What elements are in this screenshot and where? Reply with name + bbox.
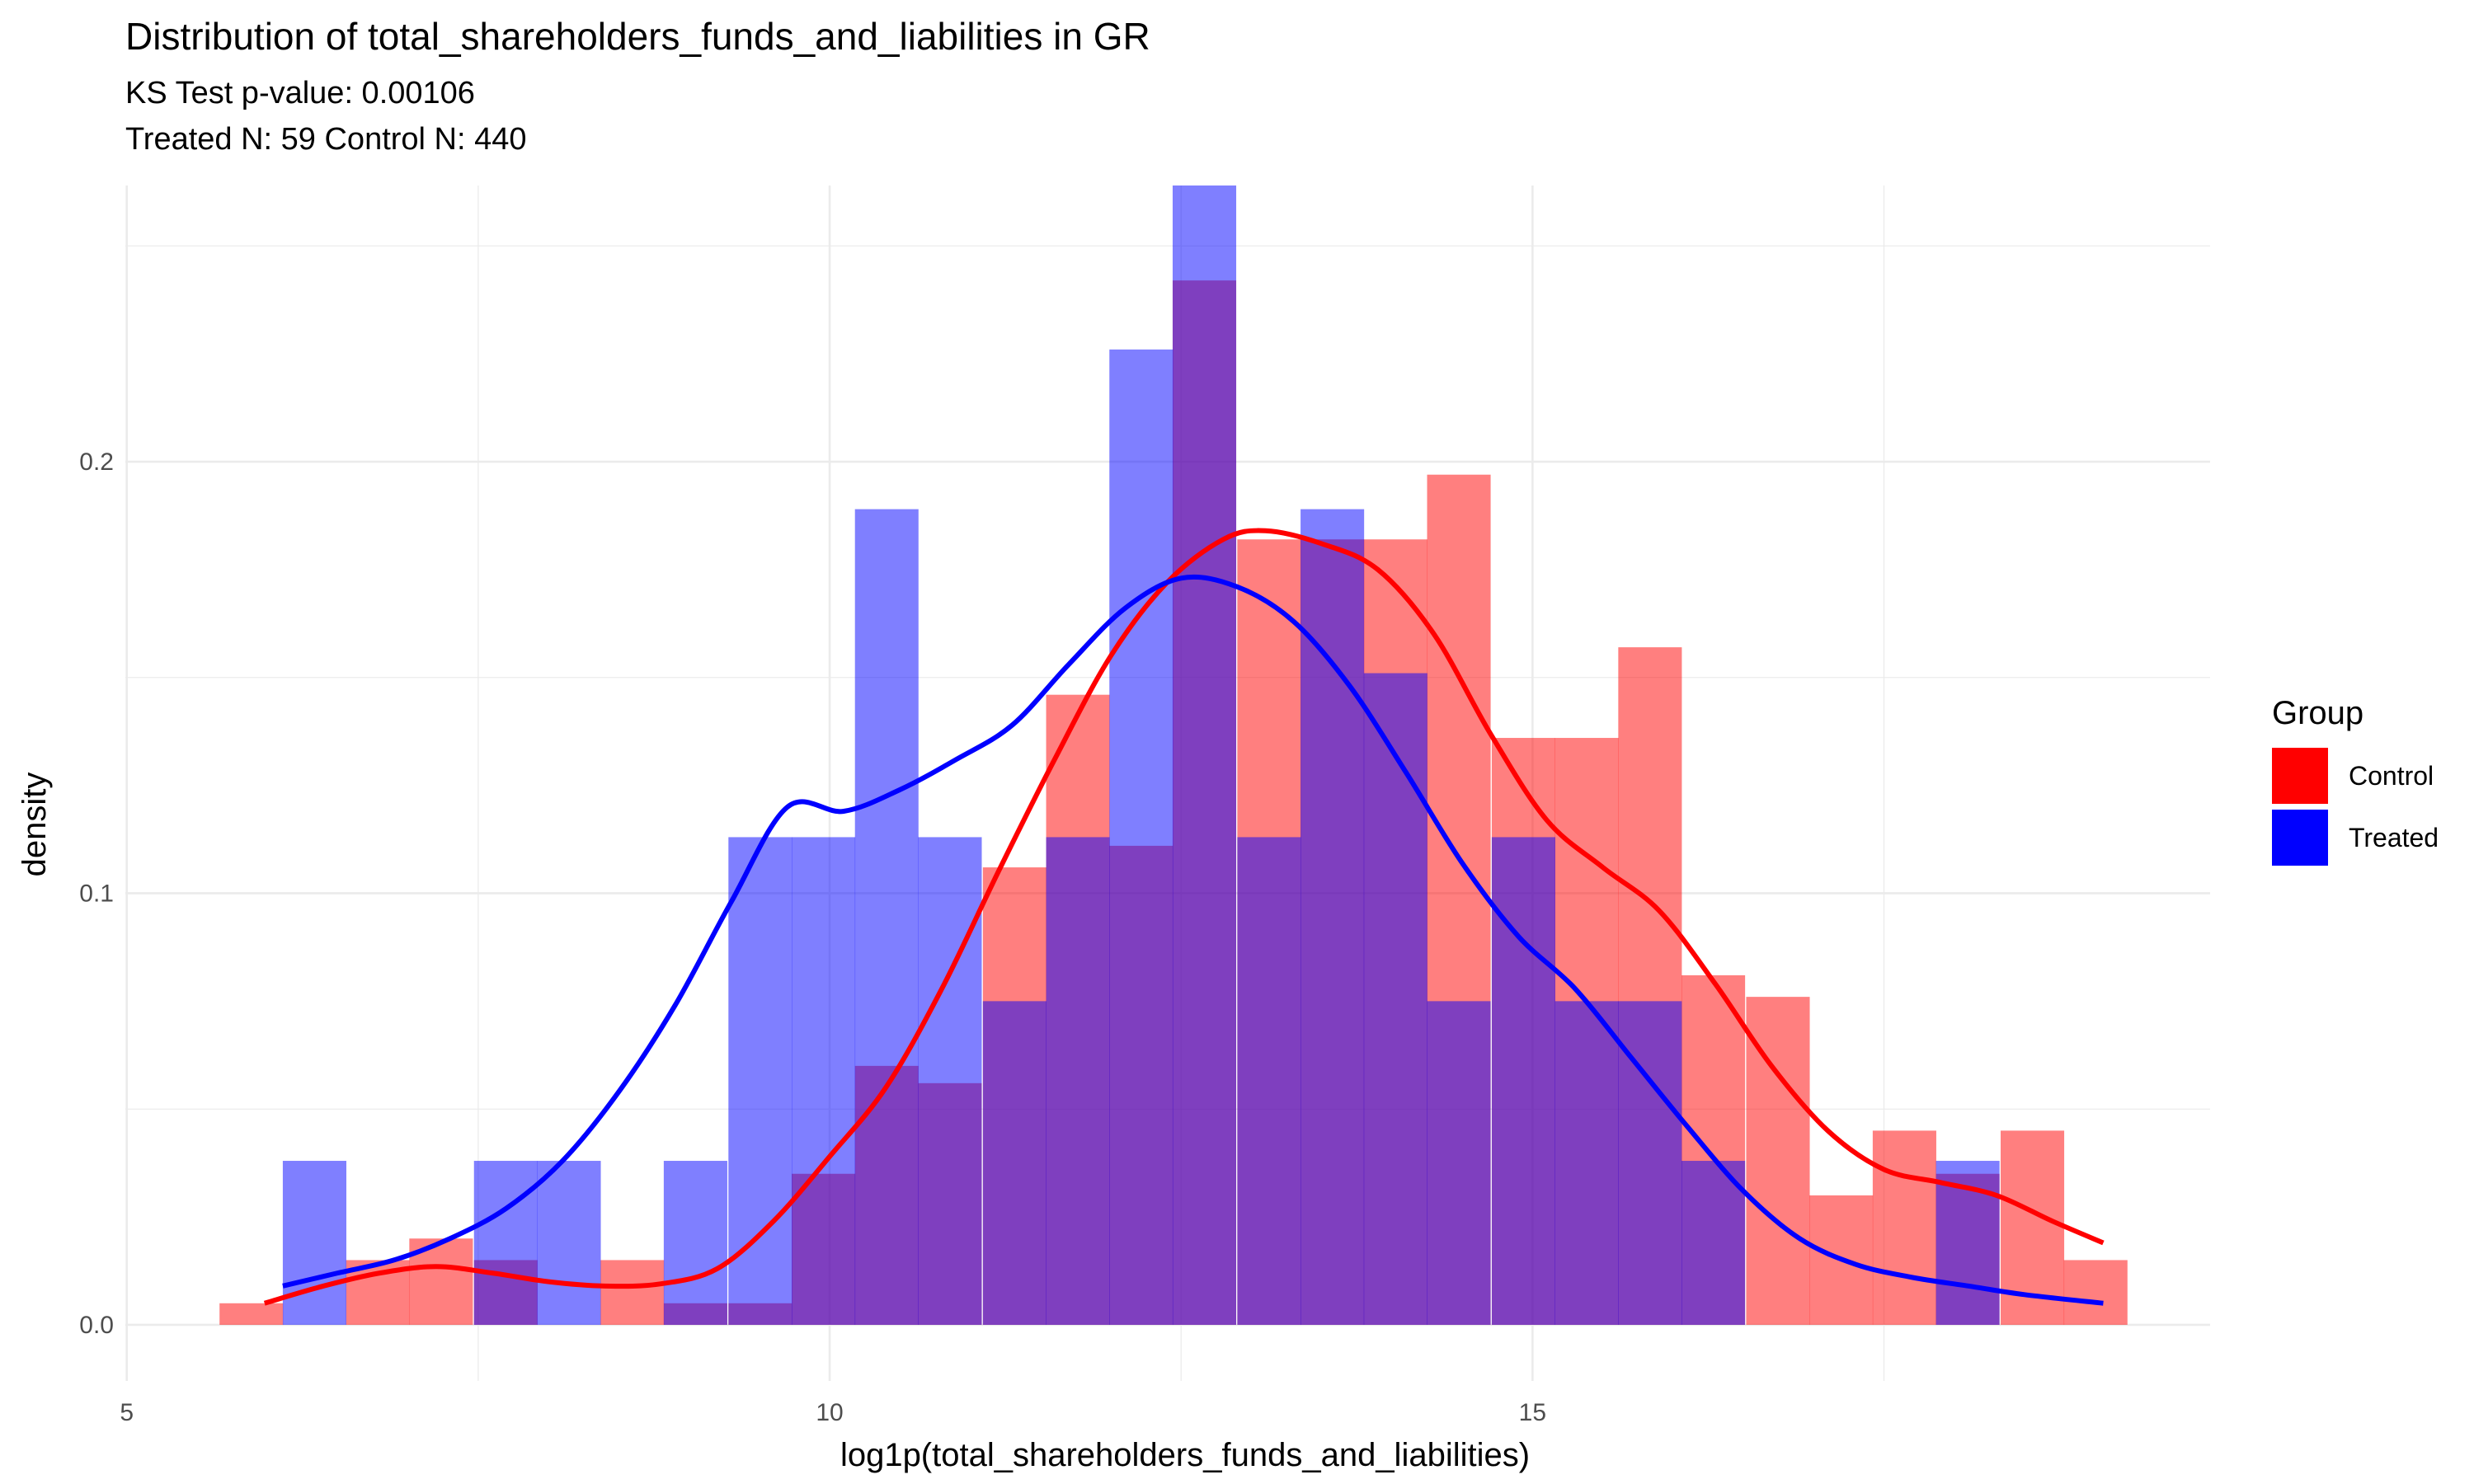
control-bar [600, 1260, 665, 1325]
chart-subtitle-line-2: Treated N: 59 Control N: 440 [125, 122, 527, 157]
treated-bar [1427, 1001, 1491, 1325]
treated-bar [1363, 673, 1427, 1325]
treated-bar [282, 1161, 346, 1325]
treated-bars [282, 186, 2000, 1325]
treated-bar [1491, 837, 1555, 1325]
chart-title: Distribution of total_shareholders_funds… [125, 15, 1150, 58]
x-tick-label: 10 [816, 1399, 843, 1426]
treated-bar [1237, 837, 1301, 1325]
treated-bar [1554, 1001, 1619, 1325]
legend-key-control [2272, 748, 2328, 804]
treated-bar [473, 1161, 538, 1325]
treated-bar [728, 837, 793, 1325]
y-tick-label: 0.0 [79, 1312, 114, 1339]
treated-bar [537, 1161, 601, 1325]
control-bar [1746, 997, 1810, 1325]
plot-panel [125, 186, 2210, 1381]
treated-bar [918, 837, 982, 1325]
treated-bar [1046, 837, 1110, 1325]
treated-density-line [282, 574, 2104, 1306]
treated-bar [1681, 1161, 1746, 1325]
legend-label-treated: Treated [2349, 823, 2439, 852]
y-axis-title: density [16, 773, 53, 877]
y-tick-label: 0.2 [79, 448, 114, 476]
control-bar [219, 1303, 284, 1325]
treated-bar [1172, 186, 1237, 1325]
axis-ticks: 0.0 0.1 0.2 5 10 15 [79, 448, 1546, 1426]
x-tick-label: 15 [1519, 1399, 1546, 1426]
treated-bar [854, 509, 919, 1325]
treated-bar [792, 837, 856, 1325]
legend-title: Group [2272, 695, 2363, 731]
treated-bar [1300, 509, 1365, 1325]
legend-label-control: Control [2349, 761, 2434, 791]
density-curves [263, 528, 2105, 1306]
control-bar [2063, 1260, 2128, 1325]
chart-subtitle-line-1: KS Test p-value: 0.00106 [125, 76, 475, 110]
x-tick-label: 5 [120, 1399, 134, 1426]
control-bar [1872, 1130, 1936, 1325]
y-tick-label: 0.1 [79, 880, 114, 907]
control-density-line [263, 528, 2105, 1306]
treated-bar [663, 1161, 727, 1325]
x-axis-title: log1p(total_shareholders_funds_and_liabi… [840, 1437, 1530, 1473]
legend-key-treated [2272, 810, 2328, 866]
treated-bar [1109, 349, 1174, 1325]
legend: Group Control Treated [2272, 695, 2439, 866]
treated-bar [982, 1001, 1047, 1325]
